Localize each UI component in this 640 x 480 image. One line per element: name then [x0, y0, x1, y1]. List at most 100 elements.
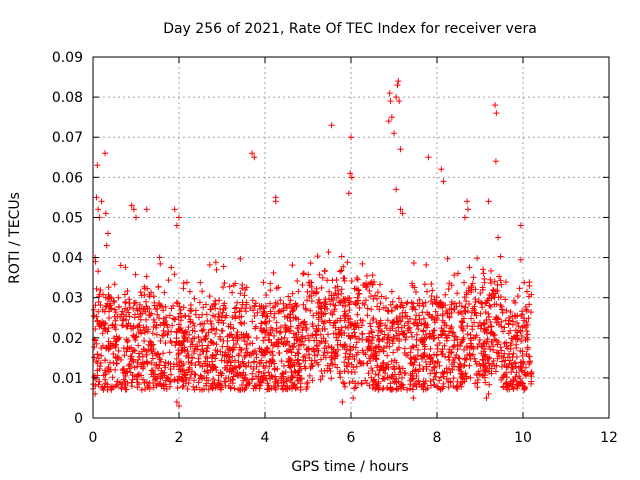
data-point: [207, 306, 214, 313]
data-point: [218, 357, 225, 364]
data-point: [383, 343, 390, 350]
data-point: [479, 284, 486, 291]
data-point: [454, 336, 461, 343]
data-point: [123, 368, 130, 375]
data-point: [218, 317, 225, 324]
data-point: [143, 316, 150, 323]
data-point: [163, 321, 170, 328]
data-point: [94, 351, 101, 358]
data-point: [137, 289, 144, 296]
data-point: [315, 296, 322, 303]
data-point: [298, 375, 305, 382]
data-point: [202, 333, 209, 340]
data-point: [285, 375, 292, 382]
data-point: [456, 300, 463, 307]
data-point: [173, 299, 180, 306]
data-point: [441, 322, 448, 329]
data-point: [177, 307, 184, 314]
data-point: [393, 186, 400, 193]
data-point: [228, 369, 235, 376]
data-point: [420, 315, 427, 322]
data-point: [133, 333, 140, 340]
data-point: [102, 320, 109, 327]
data-point: [314, 253, 321, 260]
data-point: [249, 297, 256, 304]
data-point: [303, 306, 310, 313]
data-point: [93, 313, 100, 320]
data-point: [278, 358, 285, 365]
data-point: [300, 270, 307, 277]
data-point: [166, 378, 173, 385]
data-point: [148, 359, 155, 366]
data-point: [287, 297, 294, 304]
data-point: [274, 343, 281, 350]
data-point: [457, 368, 464, 375]
data-point: [283, 378, 290, 385]
data-point: [330, 297, 337, 304]
data-point: [305, 351, 312, 358]
data-point: [177, 317, 184, 324]
data-point: [140, 364, 147, 371]
data-point: [179, 362, 186, 369]
data-point: [130, 325, 137, 332]
data-point: [113, 360, 120, 367]
data-point: [369, 316, 376, 323]
data-point: [487, 303, 494, 310]
data-point: [526, 293, 533, 300]
data-point: [286, 357, 293, 364]
data-point: [347, 170, 354, 177]
data-point: [263, 326, 270, 333]
data-point: [402, 336, 409, 343]
data-point: [294, 277, 301, 284]
data-point: [419, 300, 426, 307]
data-point: [295, 356, 302, 363]
data-point: [448, 324, 455, 331]
data-point: [407, 372, 414, 379]
data-point: [210, 376, 217, 383]
data-point: [387, 98, 394, 105]
data-point: [226, 354, 233, 361]
data-point: [295, 361, 302, 368]
data-point: [429, 287, 436, 294]
data-point: [184, 386, 191, 393]
data-point: [181, 335, 188, 342]
data-point: [276, 329, 283, 336]
data-point: [280, 386, 287, 393]
data-point: [327, 368, 334, 375]
data-point: [359, 322, 366, 329]
data-point: [133, 214, 139, 221]
data-point: [167, 366, 174, 373]
data-point: [404, 352, 411, 359]
data-point: [230, 325, 237, 332]
data-point: [229, 334, 236, 341]
data-point: [279, 385, 286, 392]
data-point: [486, 343, 493, 350]
data-point: [243, 301, 250, 308]
data-point: [478, 299, 485, 306]
data-point: [108, 305, 115, 312]
data-point: [347, 298, 354, 305]
data-point: [475, 323, 482, 330]
data-point: [126, 304, 133, 311]
data-point: [300, 301, 307, 308]
data-point: [397, 369, 404, 376]
data-point: [184, 279, 191, 286]
data-point: [180, 280, 187, 287]
data-point: [424, 324, 431, 331]
data-point: [236, 308, 243, 315]
data-point: [500, 372, 507, 379]
data-point: [514, 385, 521, 392]
data-point: [174, 377, 181, 384]
data-point: [439, 332, 446, 339]
data-point: [506, 360, 513, 367]
data-point: [157, 260, 164, 267]
data-point: [507, 327, 514, 334]
data-point: [488, 280, 495, 287]
data-point: [435, 334, 442, 341]
data-point: [462, 308, 469, 315]
data-point: [222, 364, 229, 371]
data-point: [244, 349, 251, 356]
data-point: [515, 364, 522, 371]
data-point: [363, 336, 370, 343]
data-point: [168, 339, 175, 346]
